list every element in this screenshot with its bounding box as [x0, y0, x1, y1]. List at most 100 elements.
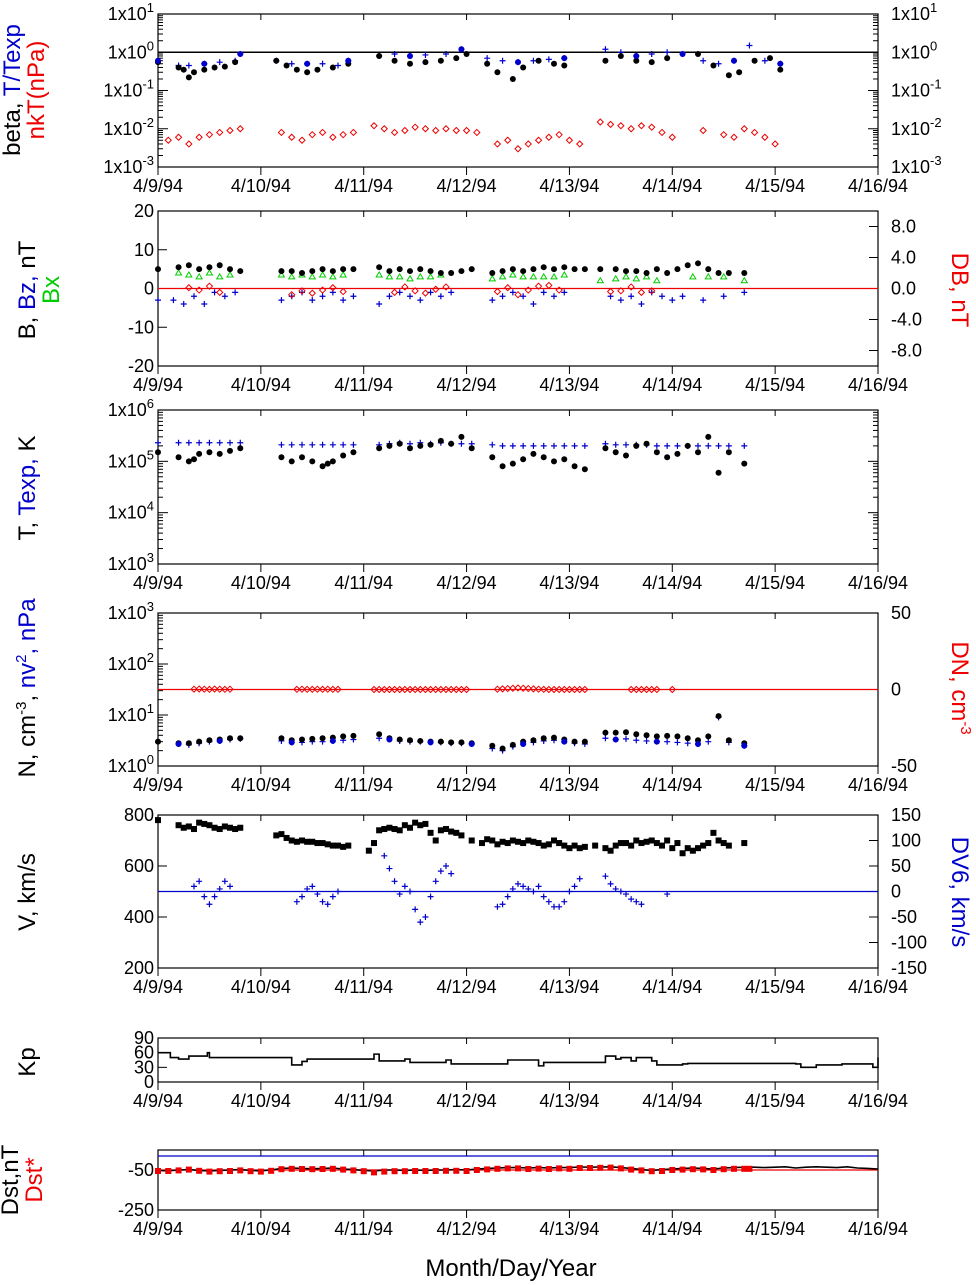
- dn-point: [385, 685, 394, 694]
- texp-ratio-point: [335, 62, 341, 69]
- texp-point: [530, 442, 537, 449]
- texp-point: [725, 442, 732, 449]
- b-x-tick-label: 4/11/94: [334, 375, 393, 395]
- v-point: [329, 842, 336, 849]
- v-point: [720, 840, 727, 847]
- nkt-point: [174, 133, 183, 141]
- v-point: [437, 827, 444, 834]
- texp-point: [520, 442, 527, 449]
- t-point: [664, 454, 671, 461]
- t-point: [386, 442, 393, 449]
- texp-ratio-point: [761, 57, 768, 64]
- dst-star-point: [391, 1168, 398, 1175]
- dv6-point: [206, 901, 213, 908]
- dv6-point: [324, 901, 331, 908]
- dst-star-point: [329, 1165, 336, 1172]
- bz-point: [540, 289, 547, 296]
- texp-point: [561, 442, 568, 449]
- v-point: [607, 847, 614, 854]
- dst-star-point: [412, 1168, 419, 1174]
- dn-point: [442, 685, 450, 694]
- v-point: [561, 842, 568, 849]
- texp-ratio-point: [443, 51, 449, 58]
- t-point: [653, 449, 660, 456]
- t-point: [309, 458, 316, 465]
- texp-ratio-point: [319, 60, 326, 67]
- dst-star-point: [473, 1167, 480, 1173]
- b-left-tick-label: 0: [144, 279, 154, 299]
- texp-ratio-dot: [237, 51, 244, 58]
- b-point: [530, 266, 537, 273]
- t-point: [705, 433, 712, 440]
- dv6-point: [576, 875, 583, 882]
- v-point: [602, 845, 609, 852]
- dst-star-point: [227, 1168, 233, 1174]
- v-point: [407, 824, 413, 831]
- beta-point: [725, 72, 732, 79]
- bz-point: [638, 301, 645, 307]
- dst-star-point: [401, 1168, 408, 1175]
- v-point: [700, 842, 707, 849]
- v-point: [288, 837, 295, 844]
- v-point: [489, 837, 496, 844]
- v-point: [484, 836, 491, 843]
- nv2-dot: [520, 741, 527, 748]
- nkt-point: [380, 125, 388, 133]
- texp-ratio-dot: [777, 60, 784, 67]
- t-point: [396, 440, 403, 447]
- dst-star-point: [196, 1167, 203, 1174]
- texp-point: [695, 442, 701, 449]
- n-point: [227, 735, 233, 742]
- b-point: [237, 268, 244, 275]
- beta-y-label: beta, T/Texp: [0, 24, 26, 156]
- dv6-point: [623, 891, 629, 898]
- t-point: [206, 449, 213, 456]
- bz-point: [720, 293, 727, 300]
- kp-x-tick-label: 4/11/94: [334, 1091, 393, 1111]
- dv6-point: [638, 901, 645, 908]
- dn-point: [416, 685, 424, 694]
- bx-point: [519, 272, 528, 280]
- beta-point: [201, 66, 208, 73]
- dv6-point: [221, 878, 228, 885]
- texp-point: [674, 442, 681, 449]
- db-point: [329, 284, 337, 292]
- nkt-point: [432, 126, 440, 135]
- t-point: [468, 445, 475, 452]
- v-point: [592, 842, 599, 849]
- dst-y-label: Dst,nT: [0, 1144, 24, 1215]
- nkt-point: [318, 128, 327, 137]
- kp-x-tick-label: 4/14/94: [642, 1091, 702, 1111]
- t-point: [427, 441, 434, 448]
- t-point: [278, 454, 285, 461]
- b-point: [633, 268, 640, 275]
- dv6-point: [509, 885, 516, 892]
- v-right-tick-label: -100: [891, 933, 927, 953]
- n-point: [705, 733, 712, 740]
- dn-point: [504, 684, 512, 693]
- n-point: [540, 735, 547, 742]
- beta-point: [494, 69, 501, 76]
- dn-point: [421, 685, 430, 694]
- beta-frame: [157, 13, 879, 168]
- b-panel: -20 -10 0 10 20 -8.0 -4.0 0.0 4.0 8.0 4/9/94 4/10/9…: [14, 201, 973, 395]
- x-axis-title: Month/Day/Year: [425, 1255, 596, 1282]
- v-point: [227, 824, 233, 831]
- dn-point: [462, 685, 471, 694]
- beta-point: [736, 69, 743, 76]
- n-point: [417, 737, 424, 744]
- nkt-point: [750, 128, 759, 137]
- dst-star-point: [700, 1166, 707, 1173]
- nkt-point: [504, 136, 512, 144]
- v-point: [458, 832, 465, 839]
- dn-point: [529, 685, 538, 693]
- t-left-tick-label: 1x103: [108, 550, 154, 574]
- dn-point: [411, 685, 419, 694]
- v-right-tick-label: 50: [891, 856, 911, 876]
- b-point: [581, 266, 588, 273]
- v-point: [443, 826, 449, 833]
- dst-star-point: [494, 1165, 501, 1172]
- b-point: [155, 266, 161, 273]
- n-point: [309, 735, 316, 742]
- dst-star-point: [566, 1165, 573, 1172]
